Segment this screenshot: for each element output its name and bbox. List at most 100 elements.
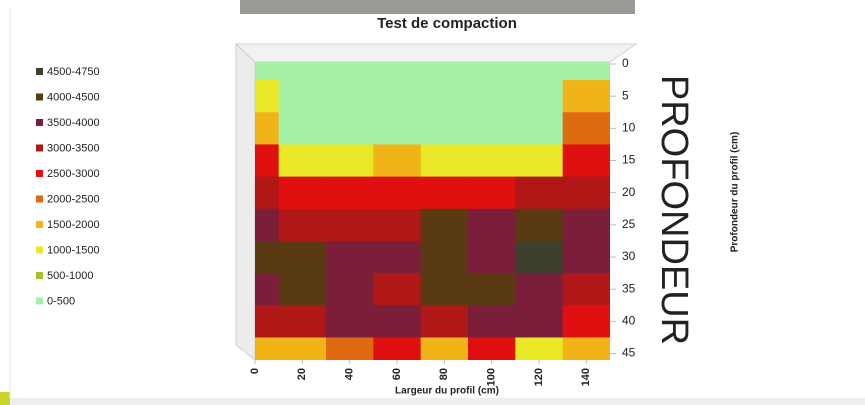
legend-swatch xyxy=(36,68,43,75)
x-tick-label: 0 xyxy=(249,368,261,374)
surface-cell xyxy=(278,144,327,178)
legend-label: 3000-3500 xyxy=(47,142,100,154)
surface-cell xyxy=(278,62,327,81)
chart-title: Test de compaction xyxy=(377,15,517,32)
surface-cell xyxy=(468,337,516,360)
legend-swatch xyxy=(36,119,43,126)
surface-cell xyxy=(468,112,516,145)
surface-cell xyxy=(255,144,280,178)
surface-cell xyxy=(468,305,516,338)
surface-cell xyxy=(278,112,327,145)
surface-cell xyxy=(255,208,280,242)
legend-label: 1500-2000 xyxy=(47,219,100,231)
x-tick-label: 40 xyxy=(344,368,356,380)
legend-label: 500-1000 xyxy=(47,270,94,282)
legend-swatch xyxy=(36,272,43,279)
surface-cell xyxy=(255,176,280,210)
surface-cell xyxy=(468,176,516,210)
surface-cell xyxy=(468,62,516,81)
x-tick-label: 80 xyxy=(438,368,450,380)
side-label: PROFONDEUR xyxy=(653,75,695,345)
legend-swatch xyxy=(36,246,43,254)
surface-cell xyxy=(326,240,374,274)
surface-cell xyxy=(515,305,564,338)
surface-cell xyxy=(562,337,610,360)
surface-cell xyxy=(373,305,422,338)
surface-cell xyxy=(326,62,374,81)
surface-cell xyxy=(255,240,280,274)
surface-cell xyxy=(420,337,469,360)
surface-cell xyxy=(255,305,280,338)
surface-cell xyxy=(373,112,422,145)
surface-cell xyxy=(515,80,564,113)
surface-cell xyxy=(562,240,610,274)
surface-cell xyxy=(562,176,610,210)
surface-cell xyxy=(278,337,327,360)
legend-label: 3500-4000 xyxy=(47,117,100,129)
y-tick-label: 10 xyxy=(622,121,636,135)
surface-cell xyxy=(420,80,469,113)
x-tick-label: 20 xyxy=(296,368,308,380)
x-tick-label: 100 xyxy=(486,368,498,386)
surface-cell xyxy=(468,144,516,178)
surface-cell xyxy=(373,176,422,210)
x-tick-label: 140 xyxy=(580,368,592,386)
surface-cell xyxy=(278,80,327,113)
surface-cell xyxy=(326,273,374,306)
surface-cell xyxy=(278,273,327,306)
legend-label: 2000-2500 xyxy=(47,193,100,205)
y-tick-label: 35 xyxy=(622,281,636,295)
legend-label: 1000-1500 xyxy=(47,244,100,256)
legend-swatch xyxy=(36,170,43,177)
y-tick-label: 5 xyxy=(622,88,629,102)
y-tick-label: 25 xyxy=(622,217,636,231)
x-tick-label: 120 xyxy=(533,368,545,386)
surface-cell xyxy=(255,337,280,360)
surface-cell xyxy=(278,208,327,242)
surface-cell xyxy=(515,208,564,242)
surface-cell xyxy=(562,80,610,113)
surface-cell xyxy=(326,337,374,360)
y-tick-label: 0 xyxy=(622,56,629,70)
surface-cell xyxy=(326,305,374,338)
y-tick-label: 40 xyxy=(622,314,636,328)
surface-cell xyxy=(515,176,564,210)
legend-label: 0-500 xyxy=(47,295,75,307)
surface-cell xyxy=(420,208,469,242)
surface-cell xyxy=(515,112,564,145)
back-wall-left xyxy=(235,42,256,362)
surface-cell xyxy=(326,144,374,178)
surface-cell xyxy=(515,337,564,360)
surface-cell xyxy=(515,144,564,178)
x-tick-label: 60 xyxy=(391,368,403,380)
legend-label: 2500-3000 xyxy=(47,168,100,180)
legend-swatch xyxy=(36,93,43,101)
surface-cell xyxy=(373,62,422,81)
surface-cell xyxy=(373,337,422,360)
surface-cell xyxy=(420,273,469,306)
surface-cell xyxy=(326,176,374,210)
surface-cell xyxy=(420,240,469,274)
surface-cell xyxy=(373,144,422,178)
surface-cell xyxy=(326,112,374,145)
back-wall-top xyxy=(234,43,638,63)
footer-band xyxy=(0,398,865,405)
y-tick-label: 15 xyxy=(622,153,636,167)
surface-cell xyxy=(278,176,327,210)
footer-square xyxy=(0,392,10,405)
y-tick-label: 20 xyxy=(622,185,636,199)
surface-cell xyxy=(373,240,422,274)
surface-cell xyxy=(326,208,374,242)
legend-label: 4500-4750 xyxy=(47,66,100,78)
surface-cell xyxy=(562,112,610,145)
surface-cell xyxy=(420,62,469,81)
surface-cell xyxy=(255,112,280,145)
surface-cell xyxy=(515,273,564,306)
surface-cell xyxy=(255,62,280,81)
x-axis-label: Largeur du profil (cm) xyxy=(395,386,499,397)
surface-cell xyxy=(562,305,610,338)
surface-cell xyxy=(420,144,469,178)
surface-cell xyxy=(278,305,327,338)
